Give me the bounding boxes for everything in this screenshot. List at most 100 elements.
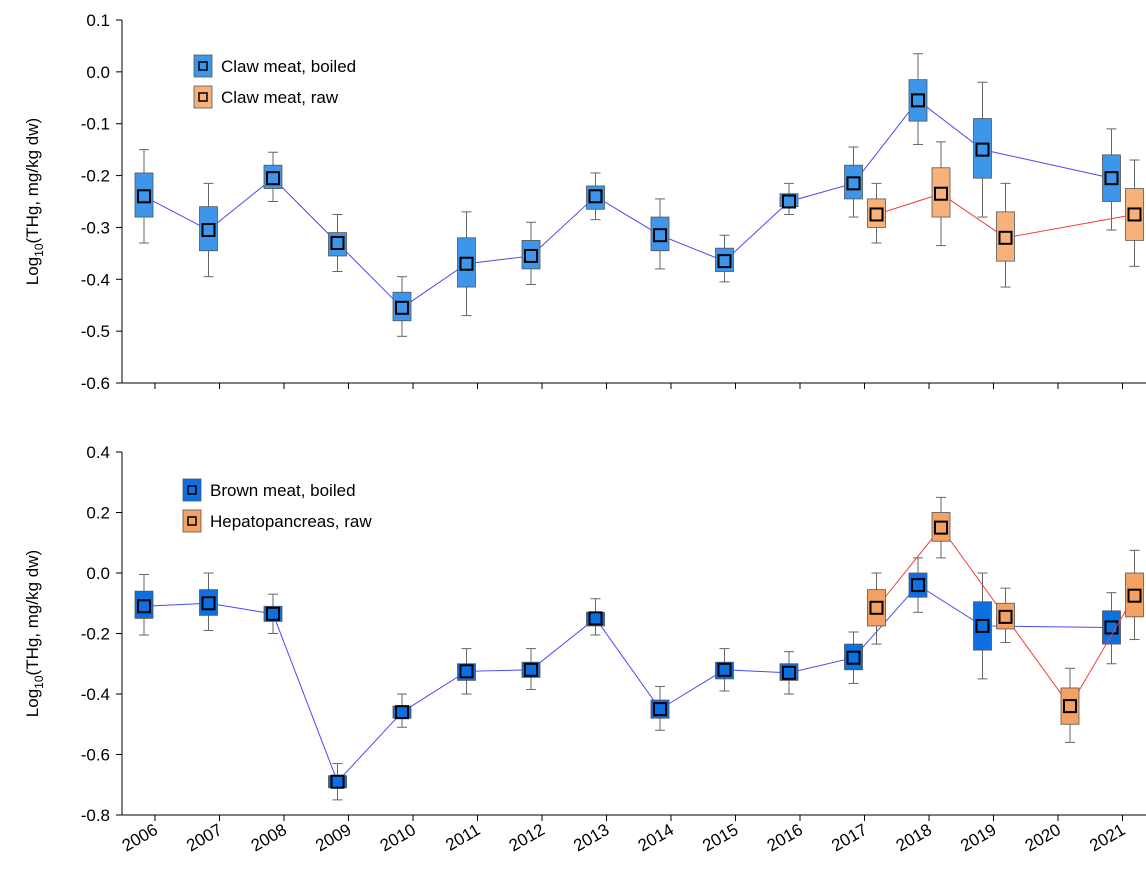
legend-swatch	[193, 85, 213, 109]
mean-marker	[975, 618, 990, 633]
y-tick-label: 0.0	[86, 564, 110, 583]
mean-marker	[266, 171, 280, 186]
mean-marker	[1104, 620, 1119, 635]
box	[521, 661, 541, 678]
mean-marker	[1104, 171, 1119, 186]
mean-marker	[653, 228, 667, 243]
y-tick-label: -0.8	[81, 806, 110, 825]
mean-marker	[459, 256, 474, 271]
legend-swatch	[182, 478, 202, 502]
mean-marker	[201, 223, 216, 238]
box	[650, 216, 670, 252]
mean-marker	[782, 665, 796, 680]
x-tick-label: 2006	[119, 820, 161, 855]
mean-marker	[459, 664, 474, 679]
mean-marker	[846, 176, 861, 191]
y-tick-label: -0.5	[81, 322, 110, 341]
mean-marker	[911, 578, 925, 593]
x-tick-label: 2010	[377, 820, 419, 855]
y-label-rest: (THg, mg/kg dw)	[23, 118, 42, 244]
box	[908, 79, 928, 122]
mean-marker	[869, 600, 884, 615]
mean-marker	[998, 230, 1013, 245]
legend-swatch	[182, 509, 202, 533]
mean-marker	[869, 207, 884, 222]
y-tick-label: -0.3	[81, 218, 110, 237]
y-label-base: Log	[23, 257, 42, 285]
x-tick-label: 2016	[764, 820, 806, 855]
x-tick-label: 2013	[570, 820, 612, 855]
y-label-rest: (THg, mg/kg dw)	[23, 550, 42, 676]
mean-marker	[846, 650, 861, 665]
legend-label: Brown meat, boiled	[210, 481, 356, 500]
x-tick-label: 2011	[442, 820, 483, 855]
box	[1102, 610, 1121, 645]
box	[650, 699, 670, 719]
x-tick-label: 2012	[506, 820, 548, 855]
x-tick-label: 2007	[183, 820, 225, 855]
mean-marker	[524, 248, 538, 263]
mean-marker	[911, 93, 925, 108]
y-tick-label: 0.1	[86, 11, 110, 30]
x-tick-label: 2018	[893, 820, 935, 855]
box	[134, 172, 154, 218]
mean-marker	[330, 235, 345, 250]
y-label-sub: 10	[32, 675, 46, 689]
box	[973, 601, 992, 651]
legend-marker	[187, 516, 197, 526]
legend-label: Claw meat, raw	[221, 88, 339, 107]
legend-swatch	[193, 54, 213, 78]
x-tick-label: 2014	[635, 820, 677, 855]
y-tick-label: 0.0	[86, 63, 110, 82]
mean-marker	[137, 599, 151, 614]
y-tick-label: -0.1	[81, 115, 110, 134]
y-label-base: Log	[23, 689, 42, 717]
y-axis-label: Log10(THg, mg/kg dw)	[23, 550, 46, 717]
box	[779, 663, 799, 681]
y-tick-label: 0.2	[86, 504, 110, 523]
box	[867, 589, 886, 627]
y-tick-label: -0.2	[81, 167, 110, 186]
box	[1125, 188, 1144, 241]
mean-marker	[330, 774, 345, 789]
y-tick-label: -0.6	[81, 746, 110, 765]
box	[263, 164, 283, 189]
box	[973, 118, 992, 179]
x-tick-label: 2015	[699, 820, 741, 855]
mean-marker	[395, 705, 409, 720]
box	[457, 237, 476, 288]
box	[328, 232, 347, 257]
mean-marker	[934, 520, 948, 535]
y-tick-label: -0.6	[81, 374, 110, 393]
legend-marker	[187, 485, 197, 495]
box	[715, 247, 734, 272]
mean-marker	[201, 596, 216, 611]
x-tick-label: 2020	[1022, 820, 1064, 855]
legend-marker	[198, 92, 208, 102]
y-tick-label: -0.4	[81, 685, 110, 704]
series-line	[876, 193, 1135, 239]
y-tick-label: -0.2	[81, 625, 110, 644]
box	[457, 663, 476, 681]
mean-marker	[717, 662, 732, 677]
box	[199, 206, 218, 252]
legend-label: Claw meat, boiled	[221, 57, 356, 76]
y-tick-label: 0.4	[86, 443, 110, 462]
mean-marker	[588, 189, 603, 204]
box	[844, 164, 863, 200]
box	[1060, 687, 1080, 725]
mean-marker	[653, 702, 667, 717]
mean-marker	[975, 142, 990, 157]
x-tick-label: 2017	[828, 820, 870, 855]
mean-marker	[1127, 207, 1142, 222]
x-tick-label: 2019	[957, 820, 999, 855]
x-tick-label: 2009	[312, 820, 354, 855]
box	[263, 605, 283, 622]
box	[1125, 572, 1144, 618]
series-line	[143, 584, 1112, 783]
mean-marker	[934, 186, 948, 201]
y-axis-label: Log10(THg, mg/kg dw)	[23, 118, 46, 285]
mean-marker	[717, 254, 732, 269]
x-tick-label: 2008	[248, 820, 290, 855]
mean-marker	[137, 189, 151, 204]
